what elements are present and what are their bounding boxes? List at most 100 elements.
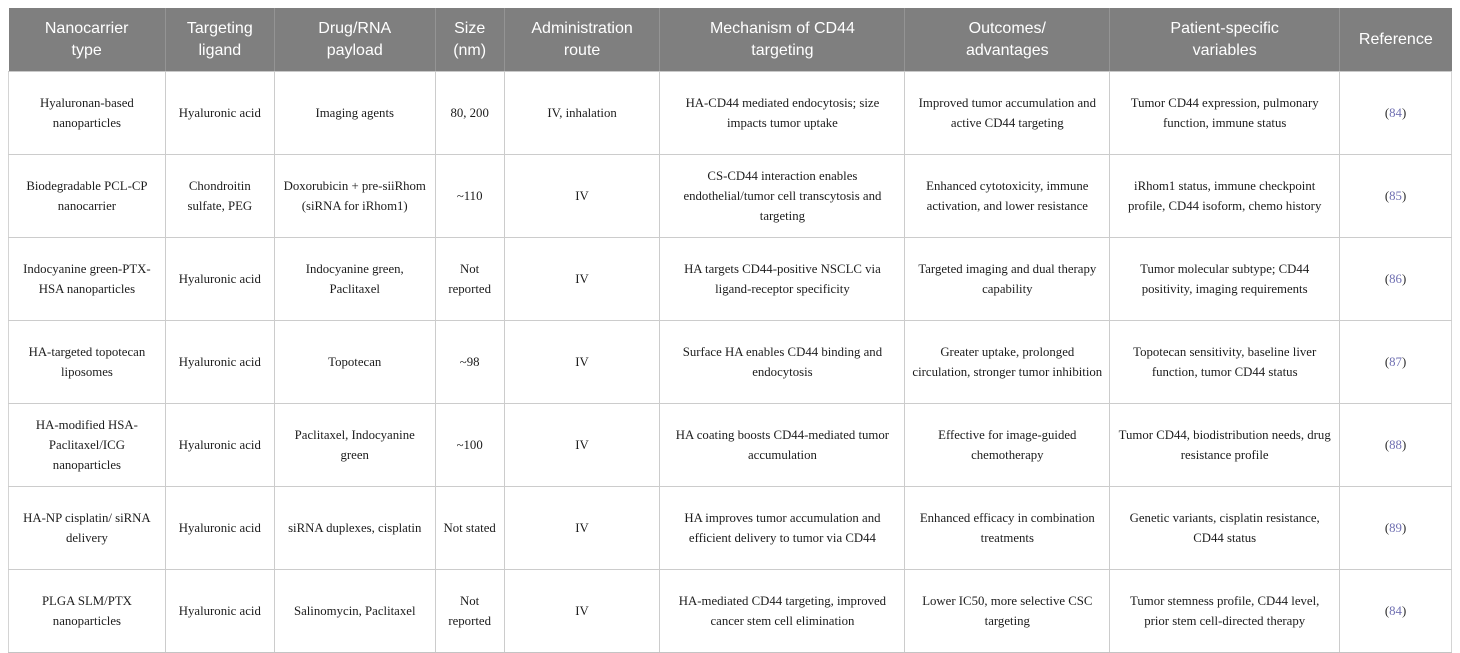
- reference-paren-close: ): [1401, 603, 1407, 618]
- reference-paren-close: ): [1401, 520, 1407, 535]
- column-header-line: targeting: [751, 41, 814, 59]
- column-header-line: advantages: [965, 41, 1049, 59]
- table-header: Nanocarrier type Targeting ligand Drug/RNA pa…: [8, 8, 1452, 72]
- header-row: Nanocarrier type Targeting ligand Drug/RNA pa…: [8, 8, 1452, 72]
- cell-outcomes: Improved tumor accumulation and active C…: [904, 71, 1111, 155]
- cell-payload: siRNA duplexes, cisplatin: [273, 486, 436, 570]
- column-header-line: Outcomes/: [968, 20, 1046, 38]
- cell-size: ~110: [434, 154, 505, 238]
- cell-nanocarrier_type: HA-modified HSA-Paclitaxel/ICG nanoparti…: [8, 403, 166, 487]
- cell-targeting_ligand: Hyaluronic acid: [164, 403, 275, 487]
- cell-outcomes: Greater uptake, prolonged circulation, s…: [904, 320, 1111, 404]
- reference-citation-link[interactable]: 85: [1389, 188, 1402, 203]
- reference-paren-open: (: [1384, 354, 1390, 369]
- column-header-outcomes: Outcomes/advantages: [904, 8, 1110, 72]
- reference-paren-open: (: [1384, 188, 1390, 203]
- cell-outcomes: Enhanced cytotoxicity, immune activation…: [904, 154, 1111, 238]
- cell-patient_variables: Tumor molecular subtype; CD44 positivity…: [1109, 237, 1341, 321]
- column-header-line: Size: [454, 20, 486, 38]
- cell-reference: (89): [1339, 486, 1452, 570]
- column-header-line: Mechanism of CD44: [709, 20, 855, 38]
- reference-citation-link[interactable]: 84: [1389, 603, 1402, 618]
- reference-citation-link[interactable]: 87: [1389, 354, 1402, 369]
- cell-mechanism: HA targets CD44-positive NSCLC via ligan…: [659, 237, 906, 321]
- cell-size: ~100: [434, 403, 505, 487]
- cell-size: 80, 200: [434, 71, 505, 155]
- cell-nanocarrier_type: Biodegradable PCL-CP nanocarrier: [8, 154, 166, 238]
- cell-route: IV: [503, 403, 661, 487]
- reference-paren-open: (: [1384, 520, 1390, 535]
- column-header-line: variables: [1192, 41, 1257, 59]
- cell-outcomes: Effective for image-guided chemotherapy: [904, 403, 1111, 487]
- cell-nanocarrier_type: HA-targeted topotecan liposomes: [8, 320, 166, 404]
- cell-patient_variables: Tumor CD44, biodistribution needs, drug …: [1109, 403, 1341, 487]
- reference-paren-open: (: [1384, 271, 1390, 286]
- cell-mechanism: CS-CD44 interaction enables endothelial/…: [659, 154, 906, 238]
- reference-citation-link[interactable]: 88: [1389, 437, 1402, 452]
- cell-size: Not reported: [434, 569, 505, 653]
- column-header-line: Drug/RNA: [318, 20, 392, 38]
- table-row: HA-NP cisplatin/ siRNA delivery Hyaluroni…: [8, 486, 1452, 570]
- cell-payload: Doxorubicin + pre-siiRhom (siRNA for iRh…: [273, 154, 436, 238]
- cell-payload: Indocyanine green, Paclitaxel: [273, 237, 436, 321]
- cell-mechanism: HA improves tumor accumulation and effic…: [659, 486, 906, 570]
- nanocarrier-cd44-table: Nanocarrier type Targeting ligand Drug/RNA pa…: [8, 8, 1452, 653]
- cell-reference: (87): [1339, 320, 1452, 404]
- reference-paren-open: (: [1384, 105, 1390, 120]
- cell-targeting_ligand: Hyaluronic acid: [164, 486, 275, 570]
- column-header-line: Reference: [1358, 30, 1433, 48]
- column-header-payload: Drug/RNA payload: [273, 8, 436, 72]
- cell-route: IV: [503, 320, 661, 404]
- cell-size: Not stated: [434, 486, 505, 570]
- table-row: Hyaluronan-based nanoparticles Hyaluronic…: [8, 71, 1452, 155]
- cell-payload: Imaging agents: [273, 71, 436, 155]
- column-header-line: Administration: [531, 20, 633, 38]
- reference-paren-close: ): [1401, 437, 1407, 452]
- cell-nanocarrier_type: Hyaluronan-based nanoparticles: [8, 71, 166, 155]
- cell-patient_variables: Topotecan sensitivity, baseline liver fu…: [1109, 320, 1341, 404]
- table-body: Hyaluronan-based nanoparticles Hyaluronic…: [8, 71, 1452, 653]
- cell-targeting_ligand: Hyaluronic acid: [164, 569, 275, 653]
- cell-reference: (88): [1339, 403, 1452, 487]
- column-header-line: route: [563, 41, 601, 59]
- column-header-line: payload: [326, 41, 383, 59]
- column-header-line: Patient-specific: [1170, 20, 1279, 38]
- cell-nanocarrier_type: Indocyanine green-PTX-HSA nanoparticles: [8, 237, 166, 321]
- table-row: HA-modified HSA-Paclitaxel/ICG nanoparti…: [8, 403, 1452, 487]
- cell-nanocarrier_type: PLGA SLM/PTX nanoparticles: [8, 569, 166, 653]
- reference-citation-link[interactable]: 86: [1389, 271, 1402, 286]
- column-header-line: Targeting: [186, 20, 253, 38]
- cell-payload: Paclitaxel, Indocyanine green: [273, 403, 436, 487]
- cell-reference: (86): [1339, 237, 1452, 321]
- cell-patient_variables: Genetic variants, cisplatin resistance, …: [1109, 486, 1341, 570]
- cell-patient_variables: Tumor stemness profile, CD44 level, prio…: [1109, 569, 1341, 653]
- cell-targeting_ligand: Hyaluronic acid: [164, 71, 275, 155]
- cell-reference: (84): [1339, 71, 1452, 155]
- cell-outcomes: Enhanced efficacy in combination treatme…: [904, 486, 1111, 570]
- reference-paren-close: ): [1401, 354, 1407, 369]
- cell-payload: Salinomycin, Paclitaxel: [273, 569, 436, 653]
- cell-reference: (84): [1339, 569, 1452, 653]
- cell-route: IV: [503, 569, 661, 653]
- column-header-line: (nm): [453, 41, 487, 59]
- column-header-patient_variables: Patient-specific variables: [1109, 8, 1340, 72]
- cell-targeting_ligand: Chondroitin sulfate, PEG: [164, 154, 275, 238]
- cell-outcomes: Lower IC50, more selective CSC targeting: [904, 569, 1111, 653]
- cell-size: Not reported: [434, 237, 505, 321]
- column-header-size: Size (nm): [434, 8, 505, 72]
- cell-targeting_ligand: Hyaluronic acid: [164, 320, 275, 404]
- reference-paren-close: ): [1401, 188, 1407, 203]
- column-header-reference: Reference: [1339, 8, 1452, 72]
- cell-patient_variables: Tumor CD44 expression, pulmonary functio…: [1109, 71, 1341, 155]
- cell-patient_variables: iRhom1 status, immune checkpoint profile…: [1109, 154, 1341, 238]
- reference-citation-link[interactable]: 84: [1389, 105, 1402, 120]
- cell-targeting_ligand: Hyaluronic acid: [164, 237, 275, 321]
- cell-mechanism: Surface HA enables CD44 binding and endo…: [659, 320, 906, 404]
- cell-route: IV: [503, 237, 661, 321]
- cell-nanocarrier_type: HA-NP cisplatin/ siRNA delivery: [8, 486, 166, 570]
- column-header-nanocarrier_type: Nanocarrier type: [8, 8, 166, 72]
- reference-citation-link[interactable]: 89: [1389, 520, 1402, 535]
- column-header-targeting_ligand: Targeting ligand: [164, 8, 275, 72]
- cell-route: IV: [503, 154, 661, 238]
